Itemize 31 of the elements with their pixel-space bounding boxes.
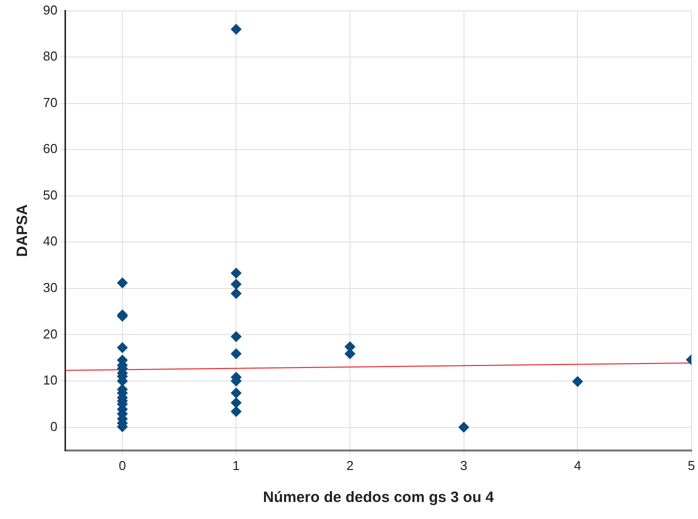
y-tick-label: 80 bbox=[42, 48, 58, 64]
point bbox=[116, 277, 128, 288]
x-tick-label: 3 bbox=[460, 458, 468, 473]
y-tick-label: 90 bbox=[42, 2, 58, 18]
point bbox=[230, 406, 242, 418]
y-tick-label: 10 bbox=[42, 372, 58, 388]
y-tick-label: 70 bbox=[42, 94, 58, 110]
point bbox=[230, 388, 242, 399]
point bbox=[230, 24, 242, 35]
x-tick-label: 5 bbox=[688, 458, 695, 473]
y-axis-title: DAPSA bbox=[14, 204, 32, 257]
x-axis-title: Número de dedos com gs 3 ou 4 bbox=[262, 489, 495, 506]
x-tick-label: 0 bbox=[118, 458, 126, 473]
point bbox=[230, 397, 242, 408]
y-tick-label: 0 bbox=[50, 418, 58, 434]
point bbox=[458, 422, 470, 433]
y-tick-label: 50 bbox=[42, 187, 58, 202]
y-tick-label: 40 bbox=[42, 234, 58, 249]
y-tick-label: 30 bbox=[42, 280, 58, 296]
point bbox=[230, 268, 242, 279]
point bbox=[230, 331, 242, 342]
x-tick-label: 4 bbox=[574, 458, 582, 473]
point bbox=[230, 288, 242, 300]
y-tick-label: 20 bbox=[42, 326, 58, 342]
point bbox=[230, 348, 242, 360]
y-tick-label: 60 bbox=[42, 141, 58, 156]
point bbox=[116, 342, 128, 354]
point bbox=[230, 278, 242, 290]
x-tick-label: 2 bbox=[346, 458, 354, 473]
point bbox=[572, 376, 584, 387]
x-tick-label: 1 bbox=[232, 458, 240, 473]
